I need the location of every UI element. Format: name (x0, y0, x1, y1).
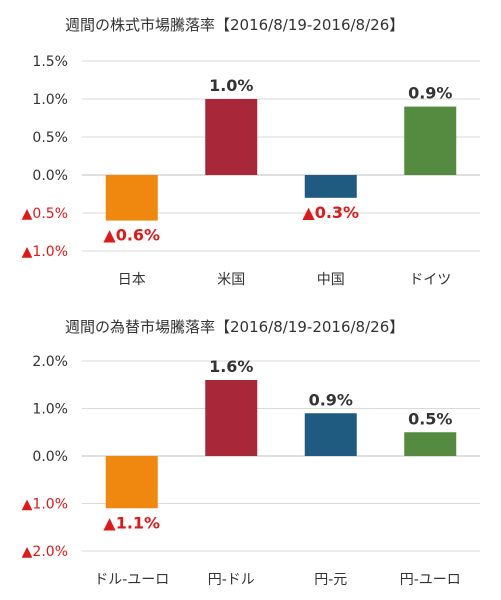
data-label: 1.6% (209, 357, 253, 376)
chart-title: 週間の為替市場騰落率【2016/8/19-2016/8/26】 (65, 318, 404, 336)
bar (404, 432, 457, 456)
bar (304, 413, 357, 456)
data-label: 0.9% (408, 84, 452, 103)
bar (205, 380, 258, 456)
y-tick-label: 2.0% (32, 354, 68, 370)
y-tick-label: 1.5% (32, 54, 68, 70)
data-label: 0.5% (408, 409, 452, 428)
y-tick-label: ▲1.0% (22, 497, 68, 513)
data-label: ▲1.1% (103, 513, 160, 532)
data-label: 1.0% (209, 76, 253, 95)
bar (105, 175, 158, 221)
y-tick-label: 0.0% (32, 168, 68, 184)
category-label: 日本 (118, 272, 146, 288)
y-tick-label: 1.0% (32, 92, 68, 108)
category-label: ドル-ユーロ (94, 572, 169, 588)
category-label: 円-元 (314, 572, 347, 588)
y-tick-label: 0.5% (32, 130, 68, 146)
y-tick-label: 1.0% (32, 402, 68, 418)
y-tick-label: 0.0% (32, 449, 68, 465)
fx-market-chart: 週間の為替市場騰落率【2016/8/19-2016/8/26】 2.0% 1.0%… (22, 318, 480, 588)
data-label: 0.9% (309, 390, 353, 409)
category-label: 中国 (317, 272, 345, 288)
bar (105, 456, 158, 509)
category-label: ドイツ (409, 272, 451, 288)
category-label: 円-ユーロ (400, 572, 461, 588)
y-tick-label: ▲0.5% (22, 206, 68, 222)
bar (205, 99, 258, 175)
data-label: ▲0.3% (302, 203, 359, 222)
bar (304, 175, 357, 198)
category-label: 米国 (217, 272, 245, 288)
category-label: 円-ドル (208, 572, 255, 588)
stock-market-chart: 週間の株式市場騰落率【2016/8/19-2016/8/26】 1.5% 1.0%… (22, 16, 480, 288)
y-tick-label: ▲2.0% (22, 544, 68, 560)
bar (404, 106, 457, 175)
chart-title: 週間の株式市場騰落率【2016/8/19-2016/8/26】 (65, 16, 404, 34)
y-tick-label: ▲1.0% (22, 244, 68, 260)
data-label: ▲0.6% (103, 226, 160, 245)
